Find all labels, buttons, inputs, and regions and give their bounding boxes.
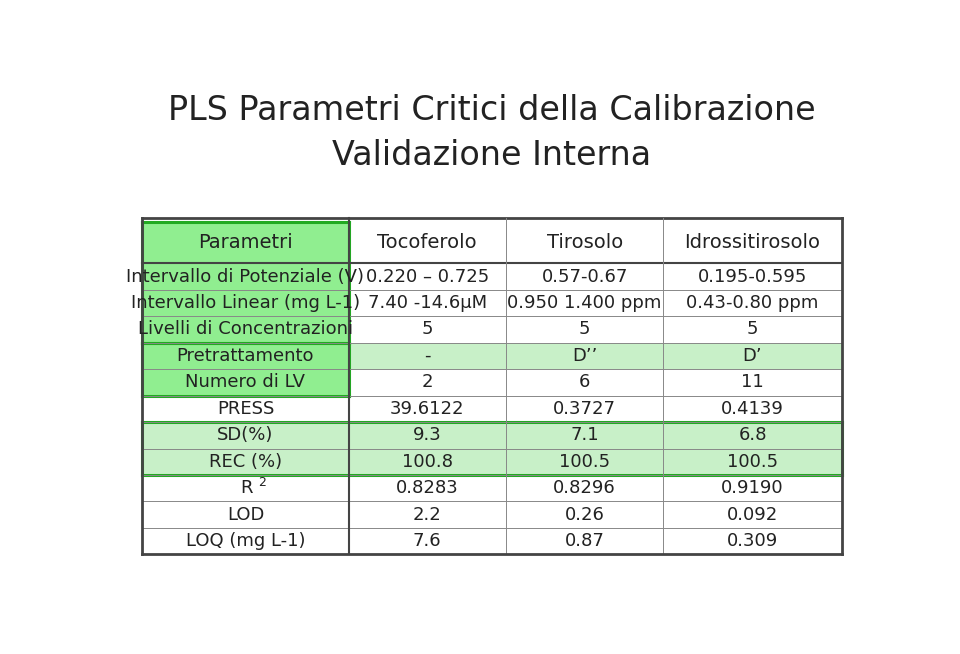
Text: 2.2: 2.2 <box>413 506 442 524</box>
Text: Numero di LV: Numero di LV <box>185 373 305 391</box>
Text: SD(%): SD(%) <box>217 426 274 444</box>
Text: LOD: LOD <box>227 506 264 524</box>
Text: Validazione Interna: Validazione Interna <box>332 139 652 172</box>
Text: Pretrattamento: Pretrattamento <box>177 347 314 365</box>
Text: 100.8: 100.8 <box>402 453 453 471</box>
Text: D’: D’ <box>743 347 762 365</box>
Text: Idrossitirosolo: Idrossitirosolo <box>684 233 821 252</box>
Text: 0.4139: 0.4139 <box>721 400 784 418</box>
Text: Intervallo Linear (mg L-1): Intervallo Linear (mg L-1) <box>131 294 360 312</box>
Bar <box>142 343 842 369</box>
Text: R: R <box>241 479 253 497</box>
Text: 0.26: 0.26 <box>564 506 605 524</box>
Text: 0.57-0.67: 0.57-0.67 <box>541 267 628 286</box>
Text: 0.3727: 0.3727 <box>553 400 616 418</box>
Text: D’’: D’’ <box>572 347 597 365</box>
Bar <box>142 343 348 369</box>
Text: 7.1: 7.1 <box>570 426 599 444</box>
Text: 0.43-0.80 ppm: 0.43-0.80 ppm <box>686 294 819 312</box>
Text: 5: 5 <box>747 320 758 339</box>
Text: LOQ (mg L-1): LOQ (mg L-1) <box>185 532 305 550</box>
Text: 0.220 – 0.725: 0.220 – 0.725 <box>366 267 489 286</box>
Text: 7.40 -14.6μM: 7.40 -14.6μM <box>368 294 487 312</box>
Text: 100.5: 100.5 <box>727 453 778 471</box>
Text: 11: 11 <box>741 373 764 391</box>
Text: 0.8283: 0.8283 <box>396 479 459 497</box>
Text: Intervallo di Potenziale (V): Intervallo di Potenziale (V) <box>127 267 365 286</box>
Text: Parametri: Parametri <box>198 233 293 252</box>
Text: Tirosolo: Tirosolo <box>546 233 623 252</box>
Text: 5: 5 <box>579 320 590 339</box>
Text: Livelli di Concentrazioni: Livelli di Concentrazioni <box>138 320 353 339</box>
Text: 100.5: 100.5 <box>559 453 611 471</box>
Text: 9.3: 9.3 <box>413 426 442 444</box>
Text: 0.309: 0.309 <box>727 532 779 550</box>
Text: 0.092: 0.092 <box>727 506 779 524</box>
Text: 0.8296: 0.8296 <box>553 479 616 497</box>
Text: 2: 2 <box>258 475 266 489</box>
Text: 39.6122: 39.6122 <box>390 400 465 418</box>
Text: PLS Parametri Critici della Calibrazione: PLS Parametri Critici della Calibrazione <box>168 94 816 127</box>
Text: 7.6: 7.6 <box>413 532 442 550</box>
Text: 0.87: 0.87 <box>564 532 605 550</box>
Text: -: - <box>424 347 430 365</box>
Text: 0.195-0.595: 0.195-0.595 <box>698 267 807 286</box>
Text: REC (%): REC (%) <box>209 453 282 471</box>
Text: 6: 6 <box>579 373 590 391</box>
Text: 0.9190: 0.9190 <box>721 479 783 497</box>
Text: PRESS: PRESS <box>217 400 275 418</box>
Text: 6.8: 6.8 <box>738 426 767 444</box>
Text: 2: 2 <box>421 373 433 391</box>
Text: 5: 5 <box>421 320 433 339</box>
Bar <box>142 369 348 396</box>
Text: Tocoferolo: Tocoferolo <box>377 233 477 252</box>
Text: 0.950 1.400 ppm: 0.950 1.400 ppm <box>508 294 661 312</box>
